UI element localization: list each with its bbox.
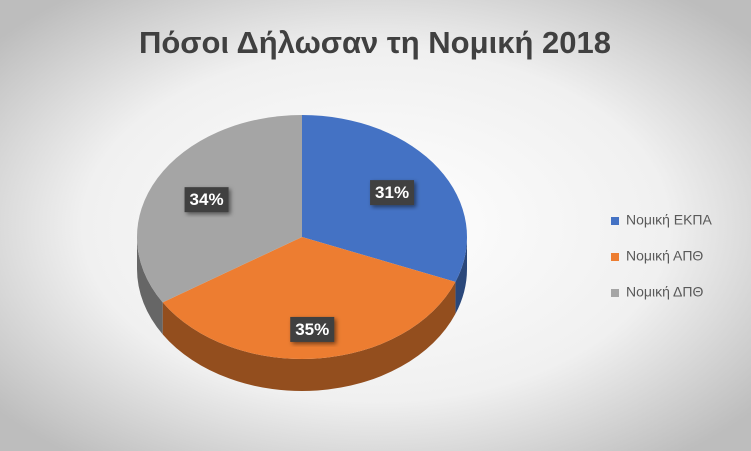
slice [162, 237, 456, 359]
slice-side [162, 281, 456, 391]
slice-side [137, 237, 163, 335]
data-label-bg [290, 316, 335, 342]
data-label: 35% [295, 320, 329, 339]
legend-label: Νομική ΑΠΘ [626, 248, 703, 264]
chart-title: Πόσοι Δήλωσαν τη Νομική 2018 [139, 25, 611, 60]
legend-marker [611, 253, 619, 261]
data-label-bg [184, 187, 229, 213]
legend-label: Νομική ΕΚΠΑ [626, 212, 713, 228]
legend-label: Νομική ΔΠΘ [626, 284, 703, 300]
data-label: 34% [190, 190, 224, 209]
legend-marker [611, 289, 619, 297]
data-label-bg [370, 180, 415, 206]
data-label: 31% [375, 183, 409, 202]
slice-side [455, 237, 467, 314]
legend-marker [611, 217, 619, 225]
